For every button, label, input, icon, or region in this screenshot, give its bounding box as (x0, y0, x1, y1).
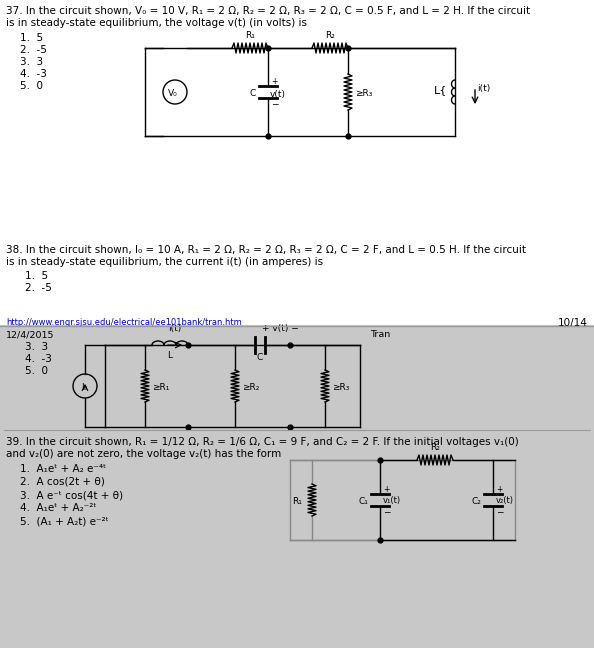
Text: 2.  A cos(2t + θ): 2. A cos(2t + θ) (20, 477, 105, 487)
Text: Tran: Tran (370, 330, 390, 339)
Text: ≥R₂: ≥R₂ (242, 382, 260, 391)
Bar (0, 325, 594, 648)
Text: 4.  -3: 4. -3 (25, 354, 52, 364)
Text: V₀: V₀ (168, 89, 178, 97)
Text: v₂(t): v₂(t) (496, 496, 514, 505)
Text: C: C (257, 353, 263, 362)
Text: 12/4/2015: 12/4/2015 (6, 330, 55, 339)
Text: L{: L{ (434, 85, 447, 95)
Text: C: C (249, 89, 256, 97)
Text: 5.  0: 5. 0 (25, 366, 48, 376)
Text: C₂: C₂ (471, 496, 481, 505)
Text: 3.  3: 3. 3 (25, 342, 48, 352)
Text: ≥R₁: ≥R₁ (152, 382, 169, 391)
Text: +: + (271, 78, 277, 86)
Text: L: L (168, 351, 172, 360)
Text: 1.  5: 1. 5 (25, 271, 48, 281)
Text: v₁(t): v₁(t) (383, 496, 401, 505)
Text: is in steady-state equilibrium, the current i(t) (in amperes) is: is in steady-state equilibrium, the curr… (6, 257, 323, 267)
Text: I₀: I₀ (81, 384, 87, 393)
Text: R₁: R₁ (245, 31, 255, 40)
Text: 4.  -3: 4. -3 (20, 69, 47, 79)
Text: 10/14: 10/14 (558, 318, 588, 328)
Bar (0, 0, 594, 325)
Text: R₁: R₁ (292, 496, 302, 505)
Text: +: + (383, 485, 390, 494)
Text: 5.  (A₁ + A₂t) e⁻²ᵗ: 5. (A₁ + A₂t) e⁻²ᵗ (20, 516, 109, 526)
Text: and v₂(0) are not zero, the voltage v₂(t) has the form: and v₂(0) are not zero, the voltage v₂(t… (6, 449, 281, 459)
Text: R₂: R₂ (325, 31, 335, 40)
Text: + v(t) −: + v(t) − (261, 324, 298, 333)
Text: http://www.engr.sjsu.edu/electrical/ee101bank/tran.htm: http://www.engr.sjsu.edu/electrical/ee10… (6, 318, 242, 327)
Text: 2.  -5: 2. -5 (25, 283, 52, 293)
Text: 1.  5: 1. 5 (20, 33, 43, 43)
Text: i(t): i(t) (477, 84, 490, 93)
Text: 3.  3: 3. 3 (20, 57, 43, 67)
Text: +: + (496, 485, 503, 494)
Text: 37. In the circuit shown, V₀ = 10 V, R₁ = 2 Ω, R₂ = 2 Ω, R₃ = 2 Ω, C = 0.5 F, an: 37. In the circuit shown, V₀ = 10 V, R₁ … (6, 6, 530, 16)
Text: i(t): i(t) (168, 324, 182, 333)
Text: −: − (271, 100, 279, 108)
Text: 5.  0: 5. 0 (20, 81, 43, 91)
Text: 4.  A₁eᵗ + A₂⁻²ᵗ: 4. A₁eᵗ + A₂⁻²ᵗ (20, 503, 96, 513)
Text: ≥R₃: ≥R₃ (355, 89, 372, 97)
Text: 2.  -5: 2. -5 (20, 45, 47, 55)
Text: −: − (496, 507, 504, 516)
Text: C₁: C₁ (358, 496, 368, 505)
Text: 39. In the circuit shown, R₁ = 1/12 Ω, R₂ = 1/6 Ω, C₁ = 9 F, and C₂ = 2 F. If th: 39. In the circuit shown, R₁ = 1/12 Ω, R… (6, 437, 519, 447)
Text: R₂: R₂ (430, 443, 440, 452)
Text: is in steady-state equilibrium, the voltage v(t) (in volts) is: is in steady-state equilibrium, the volt… (6, 18, 307, 28)
Text: v(t): v(t) (270, 89, 286, 98)
Text: 1.  A₁eᵗ + A₂ e⁻⁴ᵗ: 1. A₁eᵗ + A₂ e⁻⁴ᵗ (20, 464, 106, 474)
Text: 3.  A e⁻ᵗ cos(4t + θ): 3. A e⁻ᵗ cos(4t + θ) (20, 490, 123, 500)
Text: 38. In the circuit shown, I₀ = 10 A, R₁ = 2 Ω, R₂ = 2 Ω, R₃ = 2 Ω, C = 2 F, and : 38. In the circuit shown, I₀ = 10 A, R₁ … (6, 245, 526, 255)
Text: ≥R₃: ≥R₃ (332, 382, 349, 391)
Text: −: − (383, 507, 390, 516)
